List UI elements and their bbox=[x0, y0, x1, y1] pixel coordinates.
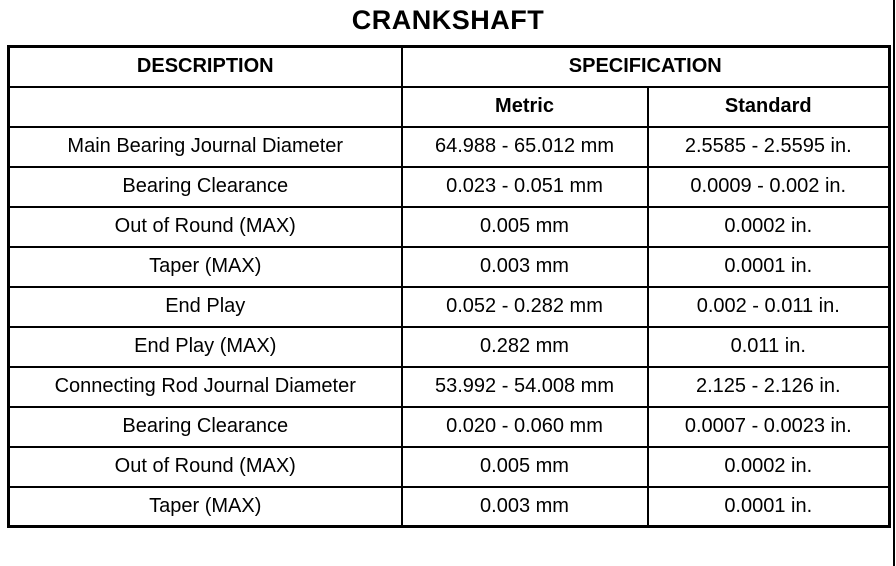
header-standard: Standard bbox=[646, 85, 891, 128]
row-description: End Play (MAX) bbox=[7, 325, 403, 368]
row-standard-value: 2.5585 - 2.5595 in. bbox=[646, 125, 891, 168]
row-standard-value: 0.0001 in. bbox=[646, 485, 891, 528]
row-description: Out of Round (MAX) bbox=[7, 205, 403, 248]
table-row: Out of Round (MAX) 0.005 mm 0.0002 in. bbox=[7, 445, 891, 488]
row-standard-value: 0.0002 in. bbox=[646, 205, 891, 248]
row-standard-value: 0.0009 - 0.002 in. bbox=[646, 165, 891, 208]
table-row: Connecting Rod Journal Diameter 53.992 -… bbox=[7, 365, 891, 408]
table-row: Main Bearing Journal Diameter 64.988 - 6… bbox=[7, 125, 891, 168]
table-row: Out of Round (MAX) 0.005 mm 0.0002 in. bbox=[7, 205, 891, 248]
scan-edge-line bbox=[893, 0, 895, 566]
row-standard-value: 0.002 - 0.011 in. bbox=[646, 285, 891, 328]
row-metric-value: 0.282 mm bbox=[400, 325, 649, 368]
row-description: End Play bbox=[7, 285, 403, 328]
row-standard-value: 0.011 in. bbox=[646, 325, 891, 368]
table-row: Taper (MAX) 0.003 mm 0.0001 in. bbox=[7, 245, 891, 288]
row-metric-value: 0.003 mm bbox=[400, 245, 649, 288]
row-description: Bearing Clearance bbox=[7, 405, 403, 448]
header-row-1: DESCRIPTION SPECIFICATION bbox=[7, 45, 891, 88]
table-row: End Play 0.052 - 0.282 mm 0.002 - 0.011 … bbox=[7, 285, 891, 328]
row-description: Bearing Clearance bbox=[7, 165, 403, 208]
row-description: Taper (MAX) bbox=[7, 485, 403, 528]
header-specification: SPECIFICATION bbox=[400, 45, 891, 88]
table-row: Bearing Clearance 0.023 - 0.051 mm 0.000… bbox=[7, 165, 891, 208]
row-metric-value: 53.992 - 54.008 mm bbox=[400, 365, 649, 408]
table-header: DESCRIPTION SPECIFICATION Metric Standar… bbox=[7, 45, 891, 128]
row-description: Main Bearing Journal Diameter bbox=[7, 125, 403, 168]
row-metric-value: 0.020 - 0.060 mm bbox=[400, 405, 649, 448]
row-metric-value: 0.003 mm bbox=[400, 485, 649, 528]
header-row-2: Metric Standard bbox=[7, 85, 891, 128]
table-row: Taper (MAX) 0.003 mm 0.0001 in. bbox=[7, 485, 891, 528]
table-row: End Play (MAX) 0.282 mm 0.011 in. bbox=[7, 325, 891, 368]
row-description: Taper (MAX) bbox=[7, 245, 403, 288]
header-metric: Metric bbox=[400, 85, 649, 128]
row-standard-value: 0.0002 in. bbox=[646, 445, 891, 488]
row-standard-value: 2.125 - 2.126 in. bbox=[646, 365, 891, 408]
row-metric-value: 0.005 mm bbox=[400, 445, 649, 488]
row-standard-value: 0.0007 - 0.0023 in. bbox=[646, 405, 891, 448]
row-metric-value: 0.005 mm bbox=[400, 205, 649, 248]
header-empty-cell bbox=[7, 85, 403, 128]
row-description: Out of Round (MAX) bbox=[7, 445, 403, 488]
crankshaft-spec-table: DESCRIPTION SPECIFICATION Metric Standar… bbox=[7, 45, 891, 528]
page-title: CRANKSHAFT bbox=[351, 5, 545, 35]
row-standard-value: 0.0001 in. bbox=[646, 245, 891, 288]
header-description: DESCRIPTION bbox=[7, 45, 403, 88]
row-metric-value: 0.023 - 0.051 mm bbox=[400, 165, 649, 208]
row-metric-value: 64.988 - 65.012 mm bbox=[400, 125, 649, 168]
table-body: Main Bearing Journal Diameter 64.988 - 6… bbox=[7, 125, 891, 528]
row-metric-value: 0.052 - 0.282 mm bbox=[400, 285, 649, 328]
table-row: Bearing Clearance 0.020 - 0.060 mm 0.000… bbox=[7, 405, 891, 448]
row-description: Connecting Rod Journal Diameter bbox=[7, 365, 403, 408]
